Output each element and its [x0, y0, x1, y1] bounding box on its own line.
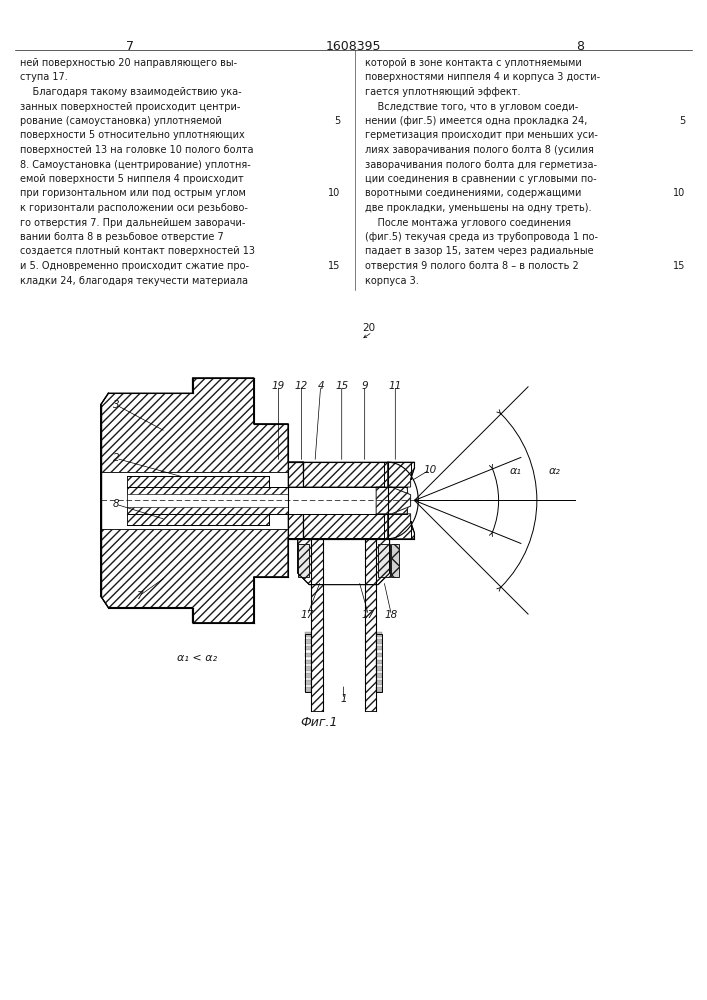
Text: 8. Самоустановка (центрирование) уплотня-: 8. Самоустановка (центрирование) уплотня… — [20, 159, 251, 169]
Text: которой в зоне контакта с уплотняемыми: которой в зоне контакта с уплотняемыми — [365, 58, 582, 68]
Text: герметизация происходит при меньших уси-: герметизация происходит при меньших уси- — [365, 130, 598, 140]
Text: Фиг.1: Фиг.1 — [300, 716, 337, 729]
Text: две прокладки, уменьшены на одну треть).: две прокладки, уменьшены на одну треть). — [365, 203, 592, 213]
Polygon shape — [322, 539, 365, 585]
Polygon shape — [376, 687, 382, 692]
Text: 8: 8 — [576, 40, 584, 53]
Polygon shape — [298, 539, 390, 585]
Polygon shape — [127, 476, 407, 525]
Text: поверхности 5 относительно уплотняющих: поверхности 5 относительно уплотняющих — [20, 130, 245, 140]
Text: 10: 10 — [328, 188, 340, 198]
Polygon shape — [387, 462, 414, 487]
Text: 15: 15 — [335, 381, 349, 391]
Text: 1608395: 1608395 — [325, 40, 381, 53]
Text: поверхностями ниппеля 4 и корпуса 3 дости-: поверхностями ниппеля 4 и корпуса 3 дост… — [365, 73, 600, 83]
Text: 1: 1 — [340, 694, 347, 704]
Polygon shape — [298, 544, 309, 577]
Text: к горизонтали расположении оси резьбово-: к горизонтали расположении оси резьбово- — [20, 203, 248, 213]
Text: 7: 7 — [136, 591, 142, 601]
Polygon shape — [305, 673, 311, 678]
Polygon shape — [365, 539, 376, 711]
Text: 9: 9 — [361, 381, 368, 391]
Text: 20: 20 — [362, 323, 375, 333]
Text: 10: 10 — [423, 465, 436, 475]
Text: поверхностей 13 на головке 10 полого болта: поверхностей 13 на головке 10 полого бол… — [20, 145, 254, 155]
Polygon shape — [376, 639, 382, 644]
Text: воротными соединениями, содержащими: воротными соединениями, содержащими — [365, 188, 581, 198]
Text: 4: 4 — [317, 381, 324, 391]
Text: рование (самоустановка) уплотняемой: рование (самоустановка) уплотняемой — [20, 116, 222, 126]
Polygon shape — [387, 514, 414, 539]
Text: лиях заворачивания полого болта 8 (усилия: лиях заворачивания полого болта 8 (усили… — [365, 145, 594, 155]
Polygon shape — [305, 639, 311, 644]
Polygon shape — [100, 472, 303, 529]
Polygon shape — [305, 660, 311, 664]
Text: 5: 5 — [334, 116, 340, 126]
Text: го отверстия 7. При дальнейшем заворачи-: го отверстия 7. При дальнейшем заворачи- — [20, 218, 245, 228]
Polygon shape — [288, 487, 384, 514]
Polygon shape — [392, 544, 399, 577]
Text: 19: 19 — [272, 381, 285, 391]
Text: падает в зазор 15, затем через радиальные: падает в зазор 15, затем через радиальны… — [365, 246, 594, 256]
Polygon shape — [376, 660, 382, 664]
Text: 11: 11 — [389, 381, 402, 391]
Text: α₁ < α₂: α₁ < α₂ — [177, 653, 217, 663]
Polygon shape — [305, 653, 311, 657]
Polygon shape — [288, 462, 409, 539]
Polygon shape — [305, 680, 311, 685]
Text: 2: 2 — [112, 453, 119, 463]
Polygon shape — [376, 487, 411, 514]
Text: 17: 17 — [362, 610, 375, 620]
Text: нении (фиг.5) имеется одна прокладка 24,: нении (фиг.5) имеется одна прокладка 24, — [365, 116, 588, 126]
Polygon shape — [305, 646, 311, 650]
Text: и 5. Одновременно происходит сжатие про-: и 5. Одновременно происходит сжатие про- — [20, 261, 249, 271]
Polygon shape — [376, 673, 382, 678]
Text: гается уплотняющий эффект.: гается уплотняющий эффект. — [365, 87, 520, 97]
Text: корпуса 3.: корпуса 3. — [365, 275, 419, 286]
Polygon shape — [378, 544, 390, 577]
Text: ции соединения в сравнении с угловыми по-: ции соединения в сравнении с угловыми по… — [365, 174, 597, 184]
Text: 8: 8 — [112, 499, 119, 509]
Polygon shape — [376, 646, 382, 650]
Polygon shape — [322, 539, 365, 711]
Text: занных поверхностей происходит центри-: занных поверхностей происходит центри- — [20, 102, 240, 111]
Polygon shape — [376, 653, 382, 657]
Text: при горизонтальном или под острым углом: при горизонтальном или под острым углом — [20, 188, 246, 198]
Text: 12: 12 — [295, 381, 308, 391]
Text: ней поверхностью 20 направляющего вы-: ней поверхностью 20 направляющего вы- — [20, 58, 237, 68]
Polygon shape — [376, 666, 382, 671]
Text: (фиг.5) текучая среда из трубопровода 1 по-: (фиг.5) текучая среда из трубопровода 1 … — [365, 232, 598, 242]
Text: После монтажа углового соединения: После монтажа углового соединения — [365, 218, 571, 228]
Text: 15: 15 — [327, 261, 340, 271]
Text: Вследствие того, что в угловом соеди-: Вследствие того, что в угловом соеди- — [365, 102, 578, 111]
Text: α₂: α₂ — [549, 466, 560, 476]
Text: вании болта 8 в резьбовое отверстие 7: вании болта 8 в резьбовое отверстие 7 — [20, 232, 223, 242]
Polygon shape — [376, 632, 382, 637]
Text: кладки 24, благодаря текучести материала: кладки 24, благодаря текучести материала — [20, 275, 248, 286]
Text: 10: 10 — [673, 188, 685, 198]
Text: 7: 7 — [126, 40, 134, 53]
Text: 3: 3 — [112, 400, 119, 410]
Polygon shape — [305, 632, 311, 637]
Polygon shape — [305, 666, 311, 671]
Polygon shape — [127, 494, 407, 507]
Polygon shape — [100, 378, 303, 623]
Text: 15: 15 — [672, 261, 685, 271]
Text: ступа 17.: ступа 17. — [20, 73, 68, 83]
Polygon shape — [376, 680, 382, 685]
Text: создается плотный контакт поверхностей 13: создается плотный контакт поверхностей 1… — [20, 246, 255, 256]
Text: заворачивания полого болта для герметиза-: заворачивания полого болта для герметиза… — [365, 159, 597, 169]
Text: 5: 5 — [679, 116, 685, 126]
Text: 17: 17 — [300, 610, 314, 620]
Text: α₁: α₁ — [510, 466, 522, 476]
Text: отверстия 9 полого болта 8 – в полость 2: отверстия 9 полого болта 8 – в полость 2 — [365, 261, 579, 271]
Text: Благодаря такому взаимодействию ука-: Благодаря такому взаимодействию ука- — [20, 87, 242, 97]
Polygon shape — [311, 539, 322, 711]
Polygon shape — [305, 687, 311, 692]
Text: емой поверхности 5 ниппеля 4 происходит: емой поверхности 5 ниппеля 4 происходит — [20, 174, 244, 184]
Text: 18: 18 — [385, 610, 398, 620]
